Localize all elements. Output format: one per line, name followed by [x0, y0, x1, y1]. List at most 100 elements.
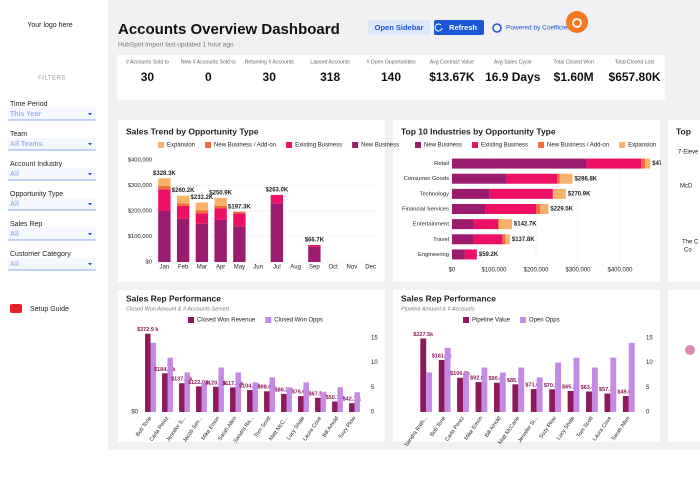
powered-by[interactable]: Powered by Coefficient	[506, 25, 573, 32]
chart-title: Sales Rep Performance	[401, 293, 496, 303]
bar	[610, 357, 617, 412]
y-tick-label: Engineering	[418, 252, 449, 258]
value-label: $104.5 k	[239, 384, 261, 390]
kpi-strip	[117, 55, 665, 100]
bar	[512, 384, 519, 412]
bar	[586, 391, 592, 412]
bar-segment	[536, 204, 540, 214]
bar-segment	[270, 203, 284, 262]
legend-label: Existing Business	[295, 143, 342, 149]
bar-segment	[452, 173, 507, 184]
bar	[481, 367, 488, 412]
bar	[604, 393, 611, 412]
bar	[332, 401, 338, 412]
bar	[184, 372, 190, 412]
page-title: Accounts Overview Dashboard	[118, 21, 340, 38]
chart-title: Top 10 Industries by Opportunity Type	[401, 126, 556, 136]
bar	[622, 395, 629, 412]
filter-label: Customer Category	[10, 251, 71, 258]
y-tick-label: Consumer Goods	[404, 176, 450, 182]
bar-segment	[452, 158, 587, 169]
coefficient-icon	[492, 23, 502, 33]
refresh-icon	[434, 23, 443, 32]
refresh-label[interactable]: Refresh	[449, 23, 477, 32]
row-label: The C	[682, 240, 699, 246]
value-label: $42.1 k	[343, 397, 362, 403]
value-label: $120.0 k	[205, 380, 227, 386]
value-label: $106.0k	[450, 371, 471, 377]
kpi-label: New # Accounts Sold to	[181, 59, 236, 65]
bar	[549, 389, 556, 412]
refresh-button[interactable]	[434, 20, 484, 35]
bar	[499, 372, 506, 412]
legend-label: New Business	[361, 143, 399, 149]
bar	[337, 387, 343, 412]
y-tick-label: $100,000	[128, 234, 152, 240]
bar	[438, 359, 445, 412]
map-blob	[685, 345, 695, 355]
total-label: $137.8K	[512, 237, 535, 243]
bar-segment	[485, 204, 536, 214]
chart-title: Sales Trend by Opportunity Type	[126, 126, 259, 136]
bar-segment	[176, 203, 190, 206]
filter-select[interactable]	[8, 168, 96, 180]
value-label: $122.0 k	[188, 380, 210, 386]
bar	[573, 357, 580, 412]
setup-guide[interactable]: Setup Guide	[30, 306, 69, 313]
open-sidebar-button[interactable]	[368, 20, 430, 35]
legend-label: New Business / Add-on	[547, 143, 609, 149]
bar	[457, 377, 464, 412]
bar	[530, 389, 537, 412]
y2-tick-label: 5	[646, 385, 650, 391]
total-label: $250.9K	[209, 191, 232, 197]
filter-caret	[88, 203, 92, 206]
filter-select[interactable]	[8, 108, 96, 120]
bar	[298, 396, 304, 412]
chart-subtitle: Closed Won Amount & # Accounts Served	[126, 306, 230, 312]
legend-swatch	[415, 142, 421, 148]
legend-label: Existing Business	[481, 143, 528, 149]
bar	[179, 383, 185, 412]
bar-segment	[452, 188, 490, 199]
bar	[349, 403, 355, 412]
kpi-value: $13.67K	[429, 70, 475, 84]
bar-segment	[158, 189, 171, 211]
x-tick-label: Mar	[197, 265, 207, 271]
legend-label: New Business	[424, 143, 462, 149]
x-tick-label: May	[234, 265, 245, 271]
x-tick-label: Jan	[160, 265, 170, 271]
row-label: 7-Eleve	[678, 150, 699, 156]
bar-segment	[233, 226, 246, 262]
value-label: $90.4k	[489, 376, 507, 382]
kpi-value: $657.80K	[609, 70, 661, 84]
bar	[303, 382, 309, 412]
bar-segment	[214, 205, 227, 209]
value-label: $184.3 k	[154, 367, 176, 373]
filter-caret	[88, 113, 92, 116]
bar-segment	[195, 210, 209, 214]
total-label: $328.3K	[153, 171, 176, 177]
filter-select[interactable]	[8, 228, 96, 240]
open-sidebar-label[interactable]: Open Sidebar	[375, 23, 424, 32]
bar	[201, 382, 207, 412]
x-tick-label: $100,000	[481, 268, 507, 274]
bar-segment	[559, 173, 573, 184]
legend-label: New Business / Add-on	[214, 143, 276, 149]
page-subtitle: HubSpot Import last updated 1 hour ago	[118, 42, 234, 49]
total-label: $270.9K	[568, 191, 591, 197]
chart-subtitle: Pipeline Amount & # Accounts	[401, 306, 475, 312]
y2-tick-label: 0	[646, 410, 650, 416]
filters-heading: FILTERS	[38, 76, 66, 82]
filter-select[interactable]	[8, 258, 96, 270]
legend-swatch	[286, 142, 293, 148]
value-label: $227.5k	[413, 332, 434, 338]
x-tick-label: Jul	[273, 265, 281, 271]
hubspot-logo-mark	[572, 18, 582, 28]
kpi-label: Total Closed Lost	[615, 59, 655, 65]
bar	[235, 372, 241, 412]
filter-select[interactable]	[8, 198, 96, 210]
filter-select[interactable]	[8, 138, 96, 150]
bar-segment	[176, 205, 190, 219]
bar-segment	[641, 158, 646, 169]
